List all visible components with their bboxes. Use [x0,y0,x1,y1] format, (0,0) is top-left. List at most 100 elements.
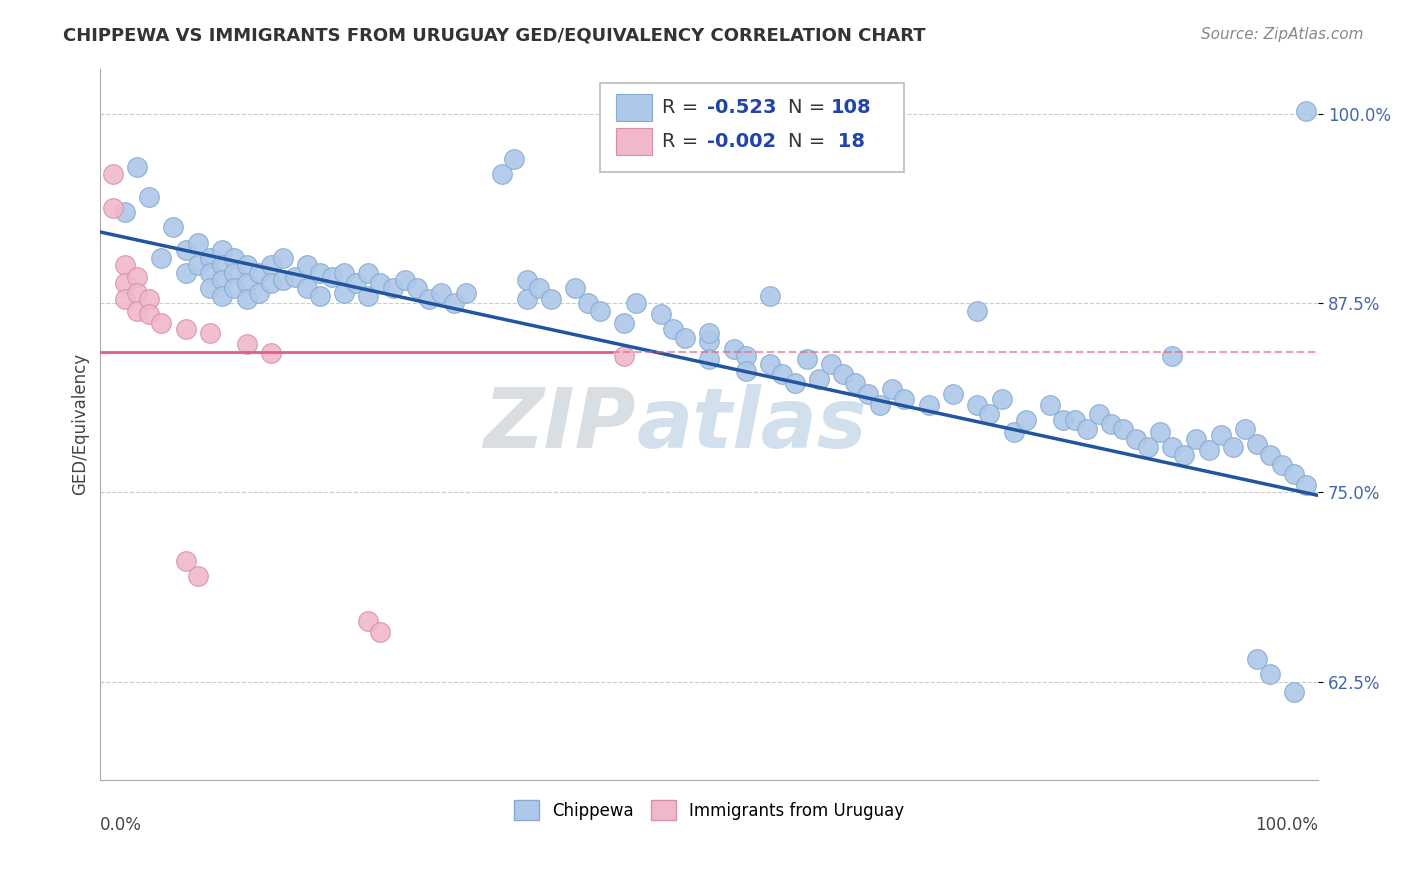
Point [138,307,160,321]
Point [333,285,356,300]
Point [260,258,283,272]
Point [224,266,246,280]
Point [1112,422,1135,436]
Point [1039,398,1062,412]
Text: 108: 108 [831,98,872,117]
Point [235,292,257,306]
Point [198,266,221,280]
Point [880,383,903,397]
Point [211,288,233,302]
Point [697,334,720,348]
Text: Source: ZipAtlas.com: Source: ZipAtlas.com [1201,27,1364,42]
Point [662,322,685,336]
Point [162,220,184,235]
Point [856,387,879,401]
Point [1185,433,1208,447]
Point [1198,443,1220,458]
Point [650,307,672,321]
Point [1282,467,1305,482]
Point [796,352,818,367]
Point [321,270,343,285]
Point [1295,103,1317,118]
Text: N =: N = [789,132,825,152]
Point [138,292,160,306]
Text: -0.002: -0.002 [707,132,776,152]
Point [527,281,550,295]
Point [406,281,429,295]
Point [271,251,294,265]
Point [564,281,586,295]
Point [114,258,136,272]
Y-axis label: GED/Equivalency: GED/Equivalency [72,353,89,495]
Point [990,392,1012,406]
FancyBboxPatch shape [616,128,652,155]
Point [1063,413,1085,427]
Point [114,205,136,219]
Point [101,201,124,215]
Point [942,387,965,401]
Point [187,568,209,582]
Point [150,251,173,265]
Point [807,372,830,386]
Point [418,292,440,306]
Point [576,296,599,310]
Point [235,337,257,351]
Point [308,288,330,302]
Point [734,349,756,363]
Point [1088,407,1111,421]
Text: -0.523: -0.523 [707,98,776,117]
Point [613,349,636,363]
FancyBboxPatch shape [600,83,904,171]
Text: CHIPPEWA VS IMMIGRANTS FROM URUGUAY GED/EQUIVALENCY CORRELATION CHART: CHIPPEWA VS IMMIGRANTS FROM URUGUAY GED/… [63,27,927,45]
Point [174,322,197,336]
Point [723,342,745,356]
Text: R =: R = [662,98,704,117]
Point [260,277,283,291]
Point [1282,685,1305,699]
Point [198,326,221,341]
Point [673,331,696,345]
Point [174,243,197,257]
Point [101,168,124,182]
Point [1161,349,1184,363]
Point [1271,458,1294,472]
Text: 18: 18 [831,132,865,152]
Point [454,285,477,300]
Text: 100.0%: 100.0% [1256,815,1319,834]
Text: R =: R = [662,132,704,152]
Point [516,292,538,306]
Point [125,285,148,300]
Point [187,258,209,272]
Point [832,368,855,382]
Point [308,266,330,280]
Point [443,296,465,310]
Point [114,292,136,306]
Point [759,288,782,302]
Point [344,277,367,291]
Point [198,281,221,295]
FancyBboxPatch shape [616,95,652,121]
Point [271,273,294,287]
Point [235,258,257,272]
Point [370,624,392,639]
Point [174,553,197,567]
Point [491,168,513,182]
Text: ZIP: ZIP [484,384,637,465]
Point [1161,440,1184,454]
Point [260,346,283,360]
Point [224,281,246,295]
Point [138,190,160,204]
Point [1015,413,1038,427]
Point [770,368,793,382]
Point [211,258,233,272]
Point [697,352,720,367]
Point [734,364,756,378]
Point [1076,422,1098,436]
Point [1173,448,1195,462]
Point [1234,422,1257,436]
Point [516,273,538,287]
Point [333,266,356,280]
Point [626,296,648,310]
Point [150,316,173,330]
Point [114,277,136,291]
